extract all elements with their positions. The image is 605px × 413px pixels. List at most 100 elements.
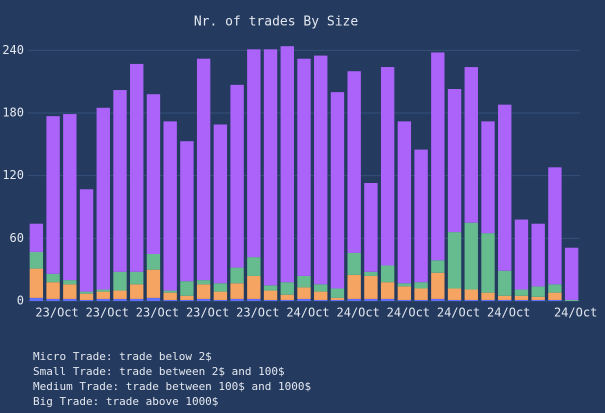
bar-segment (213, 124, 228, 284)
bar-segment (230, 267, 244, 284)
bar-segment (364, 182, 378, 272)
x-tick-label: 23/Oct (35, 306, 78, 320)
bar-segment (196, 298, 211, 301)
bar-segment (364, 275, 378, 299)
y-tick-label: 240 (2, 43, 24, 57)
note: Small Trade: trade between 2$ and 100$ (33, 365, 285, 378)
note: Big Trade: trade above 1000$ (33, 395, 218, 408)
bar-segment (564, 299, 579, 301)
bar-segment (431, 52, 445, 261)
bar-segment (464, 67, 478, 223)
bar-segment (498, 104, 512, 271)
bar-segment (63, 284, 77, 299)
bar-segment (180, 141, 194, 282)
bar-segment (146, 254, 161, 270)
bar-segment (79, 189, 94, 292)
bar-segment (146, 269, 161, 298)
bar-segment (364, 271, 378, 276)
bar-segment (314, 291, 328, 300)
bar-segment (431, 260, 445, 273)
bar-segment (196, 58, 211, 281)
bar-segment (163, 292, 177, 300)
bar-segment (96, 298, 110, 301)
bar-segment (397, 121, 412, 284)
bar-segment (498, 295, 512, 300)
bar-segment (230, 298, 244, 301)
bar-segment (330, 297, 345, 300)
bar-segment (380, 67, 395, 266)
bar-segment (63, 114, 77, 281)
bar-segment (213, 283, 228, 292)
x-tick-label: 23/Oct (86, 306, 129, 320)
bar-segment (213, 299, 228, 301)
y-tick-label: 60 (10, 231, 24, 245)
bar-segment (180, 299, 194, 301)
bar-segment (481, 233, 495, 293)
bar-segment (330, 299, 345, 301)
y-tick-label: 120 (2, 168, 24, 182)
bar-segment (514, 289, 529, 296)
bar-segment (447, 232, 462, 289)
bar-segment (498, 299, 512, 301)
bar-segment (46, 273, 60, 283)
bar-segment (548, 292, 562, 300)
bar-segment (548, 284, 562, 293)
bar-segment (447, 88, 462, 233)
bar-segment (564, 247, 579, 300)
bar-segment (263, 299, 278, 301)
bar-segment (113, 290, 127, 299)
x-tick-label: 24/Oct (337, 306, 380, 320)
bar-segment (548, 167, 562, 285)
bar-segment (163, 290, 177, 293)
bar-segment (130, 63, 144, 272)
bar-segment (330, 288, 345, 298)
chart-title: Nr. of trades By Size (194, 15, 359, 30)
bar-segment (63, 280, 77, 285)
bar-segment (481, 292, 495, 300)
bar-segment (230, 283, 244, 299)
bar-segment (447, 299, 462, 301)
x-tick-label: 23/Oct (236, 306, 279, 320)
bar-segment (96, 289, 110, 292)
bar-segment (280, 282, 294, 295)
bar-segment (548, 299, 562, 301)
bar-segment (247, 257, 261, 276)
bar-segment (314, 284, 328, 292)
bar-segment (230, 84, 244, 268)
bar-segment (464, 289, 478, 300)
bar-segment (29, 268, 44, 298)
bar-segment (531, 299, 545, 301)
bar-segment (380, 298, 395, 301)
bar-segment (364, 298, 378, 301)
bar-segment (481, 121, 495, 234)
bar-segment (431, 272, 445, 299)
bar-segment (481, 299, 495, 301)
bar-segment (531, 223, 545, 287)
bar-segment (414, 149, 428, 283)
bar-segment (96, 107, 110, 290)
note: Micro Trade: trade below 2$ (33, 350, 212, 363)
bar-segment (79, 299, 94, 301)
bar-segment (397, 299, 412, 301)
bar-segment (347, 274, 361, 299)
bar-segment (247, 298, 261, 301)
bar-segment (247, 275, 261, 299)
bar-segment (297, 58, 311, 276)
bar-segment (297, 298, 311, 301)
bar-segment (414, 282, 428, 289)
y-tick-label: 0 (17, 294, 24, 308)
bar-segment (113, 298, 127, 301)
x-tick-label: 24/Oct (437, 306, 480, 320)
bar-segment (447, 288, 462, 300)
x-tick-label: 23/Oct (186, 306, 229, 320)
bar-segment (130, 271, 144, 285)
bar-segment (531, 296, 545, 300)
bar-segment (263, 290, 278, 300)
bar-segment (531, 286, 545, 297)
bar-segment (297, 287, 311, 299)
bar-segment (113, 271, 127, 291)
bar-segment (79, 291, 94, 294)
note: Medium Trade: trade between 100$ and 100… (33, 380, 311, 393)
bar-segment (213, 291, 228, 300)
bar-segment (79, 293, 94, 300)
